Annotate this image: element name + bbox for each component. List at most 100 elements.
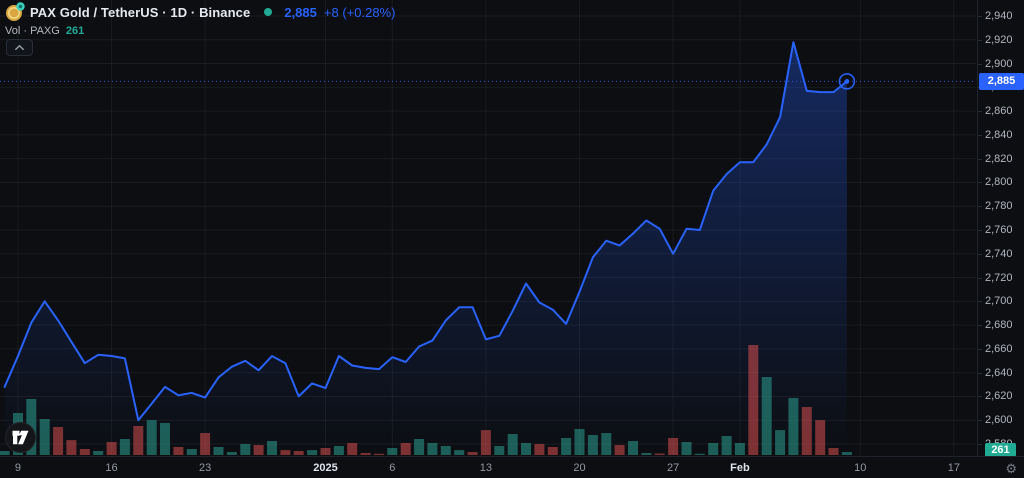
- volume-bar: [267, 441, 277, 455]
- time-tick-label: 2025: [313, 462, 338, 474]
- volume-bar: [307, 450, 318, 455]
- legend-last-price: 2,885: [284, 4, 317, 20]
- time-tick-label: 23: [199, 462, 212, 474]
- price-tick-label: 2,660: [978, 342, 1024, 356]
- price-tick-label: 2,680: [978, 318, 1024, 332]
- volume-bar: [374, 453, 384, 455]
- volume-bar: [815, 420, 826, 455]
- tradingview-logo[interactable]: [5, 422, 36, 453]
- time-tick-label: 27: [666, 462, 680, 474]
- gear-icon: ⚙: [1005, 460, 1017, 476]
- volume-bar: [708, 443, 719, 455]
- volume-bar: [828, 448, 839, 455]
- price-tick-label: 2,640: [978, 366, 1024, 380]
- volume-bar: [387, 448, 398, 455]
- volume-bar: [681, 442, 692, 455]
- volume-bar: [119, 439, 130, 455]
- volume-bar: [440, 446, 451, 455]
- volume-bar: [668, 438, 679, 455]
- volume-legend-label[interactable]: Vol · PAXG: [5, 25, 60, 37]
- price-tick-label: 2,900: [978, 57, 1024, 71]
- volume-bar: [801, 407, 812, 455]
- volume-bar: [694, 453, 705, 455]
- volume-bar: [521, 443, 531, 455]
- volume-bar: [721, 436, 732, 455]
- symbol-title[interactable]: PAX Gold / TetherUS · 1D · Binance: [30, 4, 251, 20]
- volume-bar: [587, 435, 598, 455]
- chart-pane[interactable]: PAX Gold / TetherUS · 1D · Binance 2,885…: [0, 0, 976, 455]
- volume-bar: [79, 449, 90, 455]
- volume-bar: [614, 445, 625, 455]
- volume-bar: [748, 345, 759, 455]
- volume-bar: [106, 442, 117, 455]
- volume-bar: [0, 451, 10, 455]
- volume-bar: [788, 398, 799, 455]
- volume-bar: [253, 445, 264, 455]
- volume-bar: [547, 447, 558, 455]
- volume-bar: [293, 451, 304, 455]
- volume-bar: [240, 444, 251, 455]
- price-series: [0, 41, 976, 455]
- price-volume-chart: [0, 0, 976, 455]
- symbol-legend-row: PAX Gold / TetherUS · 1D · Binance 2,885…: [5, 2, 395, 21]
- price-tick-label: 2,860: [978, 104, 1024, 118]
- volume-bar: [414, 439, 425, 455]
- paxg-coin-icon: [6, 2, 25, 21]
- chevron-up-icon: [15, 45, 24, 50]
- price-tick-label: 2,620: [978, 389, 1024, 403]
- volume-bar: [494, 446, 505, 455]
- volume-bar: [775, 430, 786, 455]
- price-tick-label: 2,720: [978, 271, 1024, 285]
- volume-bar: [146, 420, 157, 455]
- volume-bar: [280, 450, 291, 455]
- volume-bar: [160, 423, 170, 455]
- time-axis[interactable]: ⚙ 9 16 23 2025 6 13 20 27 Feb 10 17: [0, 456, 1024, 478]
- volume-bar: [39, 419, 50, 455]
- chart-legend: PAX Gold / TetherUS · 1D · Binance 2,885…: [5, 2, 395, 39]
- time-tick-label: 6: [389, 462, 396, 474]
- volume-bar: [66, 440, 77, 455]
- legend-collapse-button[interactable]: [6, 39, 33, 56]
- time-tick-label: 20: [573, 462, 586, 474]
- price-tick-label: 2,600: [978, 413, 1024, 427]
- price-axis[interactable]: 2,885 261 2,9402,9202,9002,8802,8602,840…: [977, 0, 1024, 457]
- price-tick-label: 2,840: [978, 128, 1024, 142]
- volume-bar: [480, 430, 491, 455]
- volume-axis-label: 261: [985, 443, 1016, 457]
- volume-bar: [507, 434, 518, 455]
- volume-bar: [574, 429, 585, 455]
- time-tick-label: 16: [105, 462, 118, 474]
- volume-bar: [213, 447, 224, 455]
- price-tick-label: 2,780: [978, 199, 1024, 213]
- volume-bar: [841, 452, 852, 455]
- volume-bar: [320, 448, 331, 455]
- volume-bar: [360, 453, 371, 455]
- time-tick-label: 9: [14, 462, 22, 474]
- volume-bar: [226, 452, 237, 455]
- volume-bar: [347, 443, 358, 455]
- time-tick-label: Feb: [730, 462, 750, 474]
- volume-bar: [761, 377, 772, 455]
- price-tick-label: 2,920: [978, 33, 1024, 47]
- volume-bar: [601, 433, 612, 455]
- volume-bar: [427, 443, 438, 455]
- axis-settings-button[interactable]: ⚙: [1005, 457, 1017, 478]
- volume-bar: [400, 443, 411, 455]
- last-price-label: 2,885: [979, 72, 1024, 90]
- volume-bar: [173, 447, 184, 455]
- price-tick-label: 2,760: [978, 223, 1024, 237]
- market-status-icon: [264, 8, 273, 16]
- price-tick-label: 2,800: [978, 175, 1024, 189]
- last-value-marker: [838, 73, 856, 90]
- volume-bar: [93, 451, 104, 455]
- volume-bar: [454, 450, 465, 455]
- volume-bar: [53, 427, 64, 455]
- volume-bar: [200, 433, 211, 455]
- time-tick-label: 10: [854, 462, 867, 474]
- tradingview-mark-icon: [12, 430, 29, 445]
- volume-bar: [534, 444, 545, 455]
- volume-legend-value: 261: [65, 25, 85, 37]
- volume-bar: [467, 452, 478, 455]
- price-tick-label: 2,700: [978, 294, 1024, 308]
